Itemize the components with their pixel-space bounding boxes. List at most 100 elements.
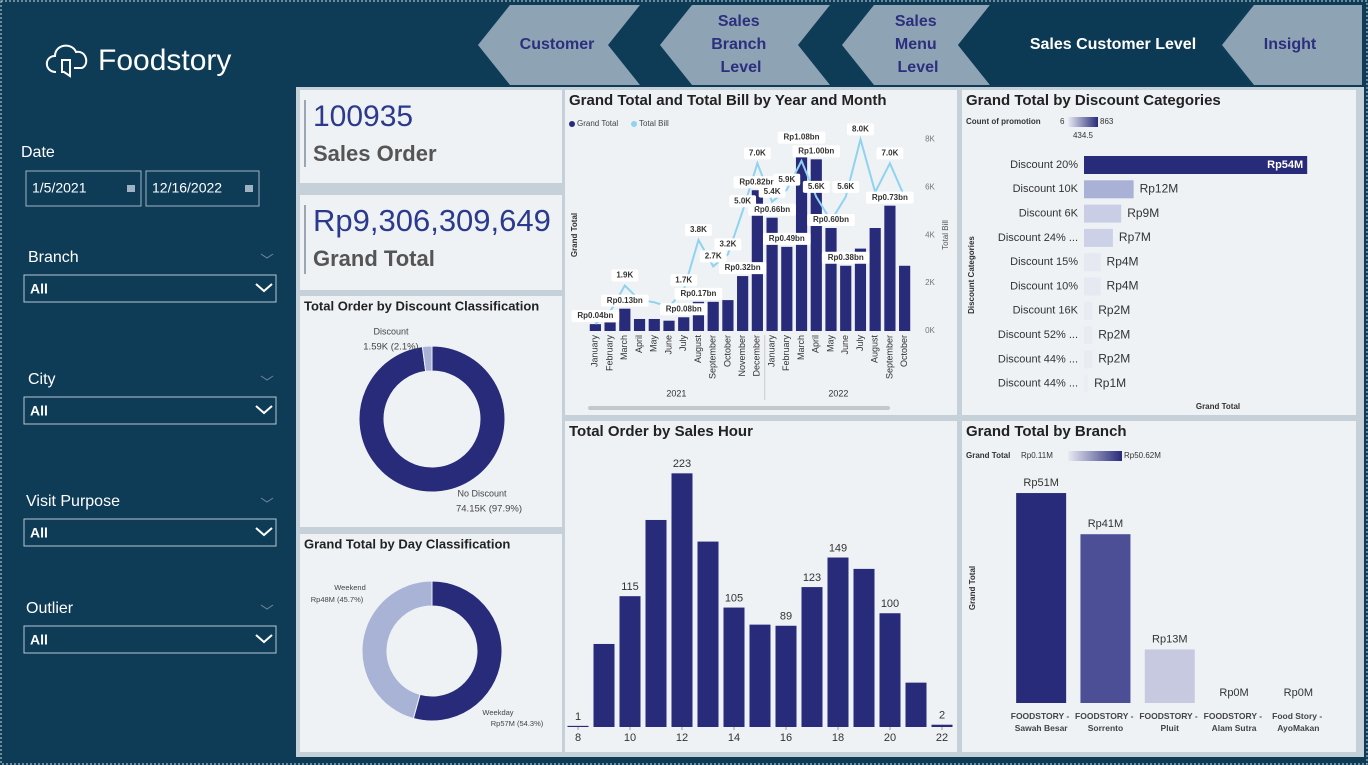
- data-label: 89: [780, 611, 792, 623]
- date-input[interactable]: [145, 170, 260, 207]
- data-label: 149: [829, 542, 847, 554]
- nav-tab-label: Customer: [520, 36, 595, 53]
- bar: [775, 625, 797, 727]
- filter-label: Visit Purpose: [26, 493, 120, 510]
- y2-tick-label: 2K: [925, 278, 935, 287]
- x-tick-label: 8: [575, 732, 581, 744]
- data-label-bg: [821, 251, 870, 264]
- dropdown-arrow: [255, 283, 273, 293]
- bar: [827, 557, 849, 727]
- legend-max: Rp50.62M: [1124, 451, 1161, 460]
- collapse-icon: [260, 604, 274, 610]
- data-label: Rp0.38bn: [828, 253, 864, 262]
- legend-gradient: [1068, 451, 1122, 461]
- bar: [751, 190, 763, 331]
- scrollbar: [588, 406, 890, 410]
- data-label-bg: [571, 310, 620, 323]
- data-label: Rp1.00bn: [798, 146, 834, 155]
- data-label: Rp0.82bn: [739, 177, 775, 186]
- collapse-icon: [260, 375, 274, 381]
- bar: [899, 265, 911, 331]
- nav-tab[interactable]: [660, 5, 830, 85]
- bar: [1084, 204, 1122, 223]
- date-input[interactable]: [25, 170, 142, 207]
- bar: [671, 473, 693, 727]
- legend-label: Grand Total: [577, 119, 618, 128]
- calendar-icon: [245, 185, 253, 192]
- nav-tab[interactable]: [1222, 5, 1362, 85]
- x-tick-label: 18: [832, 732, 844, 744]
- nav-tab-label: Sales Menu Level: [895, 13, 941, 76]
- legend-gradient: [1068, 117, 1098, 127]
- bar: [810, 159, 822, 331]
- bar: [1084, 277, 1101, 296]
- bar: [840, 265, 852, 331]
- y-tick-label: Discount 52% ...: [998, 329, 1078, 341]
- data-label-bg: [876, 147, 904, 160]
- card: [300, 90, 562, 183]
- x-tick-label: October: [722, 335, 732, 367]
- data-label: Rp2M: [1098, 327, 1130, 341]
- bar: [604, 322, 616, 331]
- bar: [589, 324, 601, 331]
- x-tick-label: Food Story - AyoMakan: [1272, 711, 1324, 733]
- bar: [1084, 374, 1089, 393]
- dropdown[interactable]: [23, 396, 277, 425]
- dropdown[interactable]: [23, 518, 277, 547]
- y2-axis-label: Total Bill: [941, 220, 950, 250]
- data-label: 5.9K: [778, 175, 795, 184]
- data-label: Rp0M: [1284, 687, 1313, 699]
- dropdown[interactable]: [23, 625, 277, 654]
- data-label: 123: [803, 572, 821, 584]
- logo-text: Foodstory: [98, 44, 231, 77]
- bar: [931, 724, 953, 727]
- chart-title: Total Order by Discount Classification: [304, 298, 539, 313]
- nav-tab[interactable]: [478, 5, 640, 85]
- data-label: Rp0.73bn: [872, 193, 908, 202]
- data-label-bg: [718, 262, 767, 275]
- data-label: 5.0K: [734, 196, 751, 205]
- data-label-bg: [714, 238, 742, 251]
- data-label-bg: [847, 123, 874, 136]
- nav-tab[interactable]: [958, 5, 1250, 85]
- bar: [723, 607, 745, 727]
- y-tick-label: Discount 10%: [1010, 280, 1078, 292]
- x-tick-label: 12: [676, 732, 688, 744]
- date-value: 1/5/2021: [32, 180, 87, 196]
- year-label: 2022: [828, 388, 848, 398]
- data-label-bg: [601, 294, 649, 307]
- data-label: Rp0.17bn: [680, 289, 716, 298]
- y-tick-label: Discount 10K: [1013, 183, 1079, 195]
- bar: [1084, 228, 1113, 247]
- data-label: Rp0.32bn: [725, 263, 761, 272]
- data-label-bg: [866, 191, 914, 204]
- bar: [905, 682, 927, 727]
- filter-label: Branch: [28, 249, 79, 266]
- x-tick-label: June: [840, 335, 850, 355]
- y2-tick-label: 8K: [925, 134, 935, 143]
- nav-tab[interactable]: [842, 5, 990, 85]
- chart-title: Grand Total and Total Bill by Year and M…: [569, 92, 887, 109]
- data-label: 3.2K: [719, 239, 736, 248]
- data-label: Rp51M: [1023, 477, 1058, 489]
- x-tick-label: FOODSTORY - Sawah Besar: [1011, 711, 1072, 733]
- x-tick-label: January: [590, 335, 600, 368]
- bar: [1084, 253, 1101, 272]
- data-label-bg: [685, 223, 712, 236]
- filter-label: Outlier: [26, 600, 74, 617]
- data-label: Rp2M: [1098, 352, 1130, 366]
- bar: [619, 596, 641, 727]
- collapse-icon: [260, 253, 274, 259]
- data-label: Rp1.08bn: [784, 133, 820, 142]
- dropdown[interactable]: [23, 274, 277, 303]
- card: [962, 90, 1356, 415]
- data-label-bg: [659, 303, 708, 316]
- bar: [645, 519, 667, 727]
- x-tick-label: March: [619, 335, 629, 360]
- data-label-bg: [763, 232, 811, 245]
- dropdown-value: All: [30, 403, 48, 419]
- data-label-bg: [777, 131, 826, 144]
- x-tick-label: November: [737, 335, 747, 377]
- x-tick-label: September: [708, 335, 718, 379]
- y-axis-label: Grand Total: [968, 566, 977, 610]
